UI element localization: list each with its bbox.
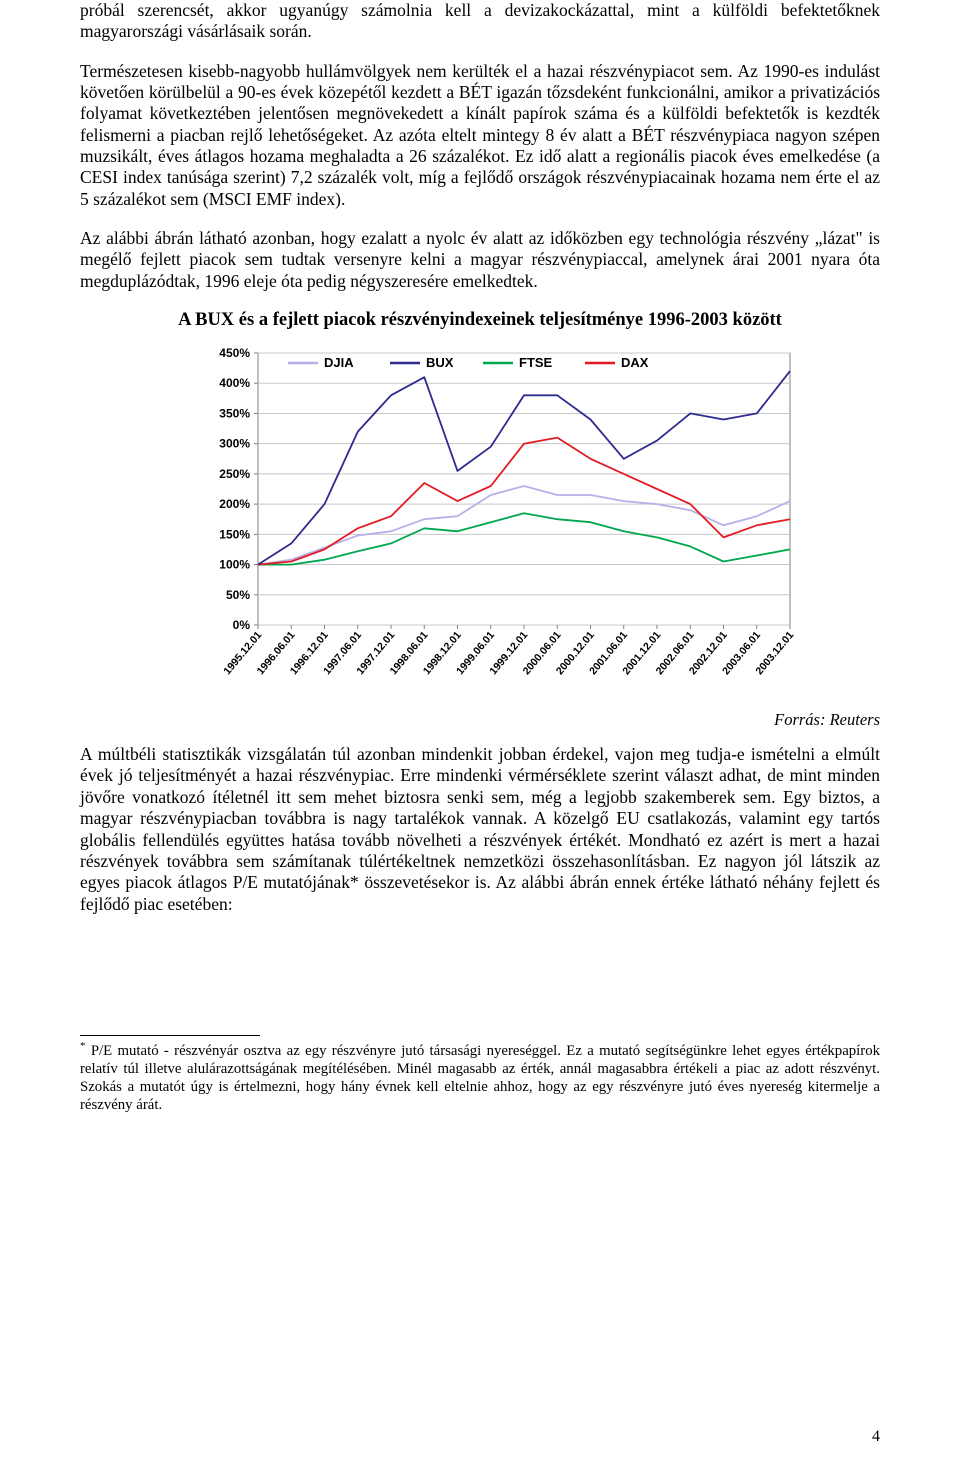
legend-label-djia: DJIA [324,355,354,370]
legend-label-bux: BUX [426,355,454,370]
y-tick-label: 250% [219,467,250,481]
body-paragraph-4: A múltbéli statisztikák vizsgálatán túl … [80,744,880,915]
y-tick-label: 450% [219,346,250,360]
y-tick-label: 400% [219,376,250,390]
footnote-body: P/E mutató - részvényár osztva az egy ré… [80,1043,880,1113]
y-tick-label: 300% [219,437,250,451]
body-paragraph-3: Az alábbi ábrán látható azonban, hogy ez… [80,228,880,292]
y-tick-label: 0% [233,618,251,632]
y-tick-label: 50% [226,588,250,602]
body-paragraph-2: Természetesen kisebb-nagyobb hullámvölgy… [80,61,880,210]
y-tick-label: 350% [219,407,250,421]
line-chart-bux: 0%50%100%150%200%250%300%350%400%450%199… [200,339,880,704]
footnote-text: * P/E mutató - részvényár osztva az egy … [80,1040,880,1114]
legend-label-ftse: FTSE [519,355,553,370]
footnote-separator [80,1035,260,1036]
body-paragraph-1: próbál szerencsét, akkor ugyanúgy számol… [80,0,880,43]
legend-label-dax: DAX [621,355,649,370]
page-number: 4 [872,1428,880,1446]
chart-title: A BUX és a fejlett piacok részvényindexe… [80,310,880,331]
y-tick-label: 150% [219,527,250,541]
y-tick-label: 100% [219,558,250,572]
chart-source: Forrás: Reuters [80,710,880,730]
y-tick-label: 200% [219,497,250,511]
footnote-marker: * [80,1040,86,1052]
